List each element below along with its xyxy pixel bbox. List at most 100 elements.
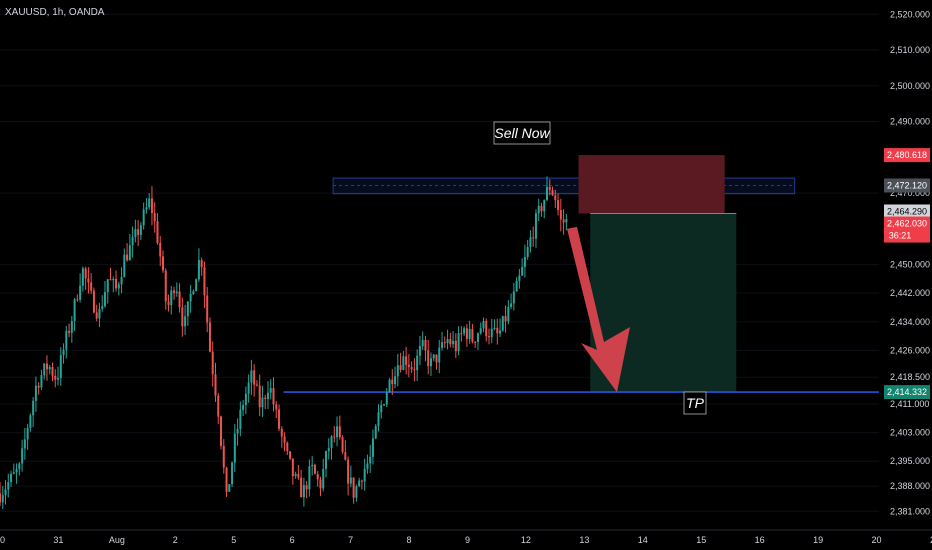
candle-body	[29, 415, 32, 428]
stop-loss-zone[interactable]	[578, 155, 725, 214]
candles-group	[0, 176, 568, 510]
candle-body	[432, 354, 435, 359]
candle-body	[214, 374, 217, 396]
candle-body	[206, 295, 209, 323]
candle-body	[87, 278, 90, 283]
candle-body	[73, 299, 76, 321]
candle-body	[360, 480, 363, 482]
candle-body	[446, 339, 449, 343]
y-tick-label: 2,403.000	[890, 428, 930, 438]
candle-body	[383, 404, 386, 406]
candle-body	[286, 442, 289, 452]
candle-body	[222, 445, 225, 468]
candle-body	[21, 448, 24, 464]
candle-body	[559, 210, 562, 220]
candle-body	[308, 466, 311, 490]
candle-body	[266, 392, 269, 399]
stop-price-tag: 2,480.618	[887, 150, 927, 160]
candle-body	[26, 427, 29, 440]
candle-body	[512, 291, 515, 304]
candle-body	[167, 301, 170, 306]
symbol-info[interactable]: XAUUSD, 1h, OANDA	[5, 7, 105, 18]
time-axis[interactable]: 0 31 Aug 2 5 6 7 8 9 12 13 14 15 16 19 20 21	[0, 529, 932, 545]
x-tick-label: 6	[290, 535, 295, 545]
candle-body	[490, 328, 493, 338]
candle-body	[510, 303, 513, 307]
sell-arrow[interactable]	[567, 226, 630, 393]
candle-body	[333, 436, 336, 438]
candle-body	[540, 205, 543, 212]
x-tick-label: 16	[755, 535, 765, 545]
candle-body	[134, 229, 137, 238]
candle-body	[10, 473, 13, 483]
candle-body	[366, 463, 369, 469]
tp-text: TP	[686, 395, 705, 411]
candle-body	[261, 397, 264, 408]
candle-body	[112, 278, 115, 281]
x-tick-label: 13	[579, 535, 589, 545]
candle-body	[313, 464, 316, 474]
candle-body	[371, 438, 374, 457]
candle-body	[103, 292, 106, 307]
y-tick-label: 2,510.000	[890, 45, 930, 55]
candle-body	[139, 225, 142, 235]
tp-label[interactable]: TP	[683, 391, 707, 415]
resistance-zone[interactable]	[332, 177, 796, 195]
tp-price-tag-bg	[884, 385, 930, 400]
candle-body	[388, 379, 391, 393]
candle-body	[441, 342, 444, 348]
candle-body	[311, 464, 314, 467]
candle-body	[457, 333, 460, 352]
candle-body	[51, 367, 54, 376]
drawing-zones[interactable]	[283, 155, 932, 393]
candle-body	[4, 489, 7, 496]
candle-body	[272, 388, 275, 405]
candle-body	[449, 339, 452, 345]
marker-price-tag: 2,472.120	[887, 180, 927, 190]
candle-body	[537, 205, 540, 214]
candle-body	[239, 409, 242, 430]
candle-body	[421, 339, 424, 347]
candle-body	[15, 469, 18, 473]
candle-body	[76, 299, 79, 301]
candle-body	[427, 350, 430, 367]
candle-body	[164, 270, 167, 302]
candle-body	[405, 356, 408, 365]
candle-body	[32, 400, 35, 416]
candle-body	[0, 493, 1, 503]
candle-body	[145, 207, 148, 210]
candle-body	[507, 306, 510, 322]
candle-body	[515, 280, 518, 292]
candle-body	[189, 293, 192, 302]
candle-body	[120, 276, 123, 285]
candle-body	[7, 482, 10, 490]
candle-body	[128, 245, 131, 261]
x-tick-label: 31	[53, 535, 63, 545]
candle-body	[289, 451, 292, 459]
hidden-price-tag-bg	[884, 204, 930, 219]
candle-body	[117, 284, 120, 289]
candle-body	[148, 198, 151, 208]
candle-body	[244, 393, 247, 406]
candle-body	[463, 328, 466, 334]
candle-body	[137, 229, 140, 235]
candle-body	[534, 213, 537, 239]
candle-body	[338, 426, 341, 438]
overlay-drawings[interactable]	[567, 226, 630, 393]
candle-body	[278, 409, 281, 429]
candle-body	[347, 459, 350, 484]
price-axis[interactable]: 2,520.000 2,510.000 2,500.000 2,490.000 2,47…	[879, 0, 932, 530]
candle-body	[184, 316, 187, 327]
candle-body	[98, 308, 101, 319]
candle-body	[529, 237, 532, 247]
sell-now-label[interactable]: Sell Now	[493, 121, 551, 145]
candle-body	[557, 200, 560, 211]
candle-body	[40, 375, 43, 388]
y-tick-label: 2,388.000	[890, 481, 930, 491]
candle-body	[452, 340, 455, 345]
candle-body	[471, 328, 474, 342]
candle-body	[142, 209, 145, 226]
candle-body	[479, 328, 482, 334]
candle-body	[297, 473, 300, 478]
